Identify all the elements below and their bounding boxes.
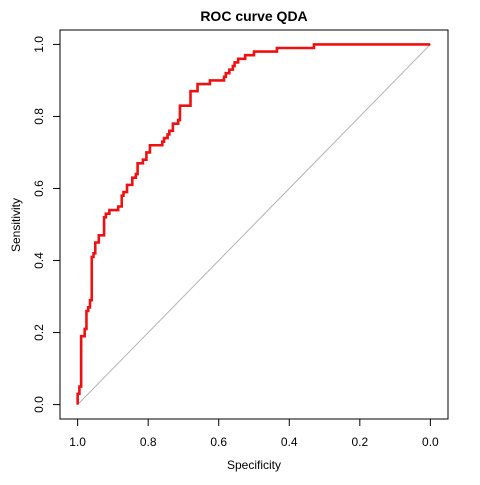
roc-curve-line [76, 43, 431, 405]
y-axis: 0.0 0.2 0.4 0.6 0.8 1.0 [32, 36, 61, 413]
x-tick-label: 1.0 [69, 435, 86, 449]
x-tick-label: 0.8 [140, 435, 157, 449]
x-axis-label: Specificity [227, 458, 281, 472]
x-tick-label: 0.6 [210, 435, 227, 449]
chart-title: ROC curve QDA [200, 8, 307, 24]
reference-diagonal-line [77, 44, 431, 405]
y-axis-label: Sensitivity [9, 198, 23, 252]
y-tick-label: 0.4 [32, 252, 46, 269]
x-axis: 1.0 0.8 0.6 0.4 0.2 0.0 [69, 418, 439, 449]
plot-area [76, 43, 431, 405]
x-tick-label: 0.0 [422, 435, 439, 449]
y-tick-label: 0.8 [32, 108, 46, 125]
y-tick-label: 0.6 [32, 180, 46, 197]
y-tick-label: 0.0 [32, 396, 46, 413]
y-tick-label: 0.2 [32, 324, 46, 341]
y-tick-label: 1.0 [32, 36, 46, 53]
x-tick-label: 0.4 [281, 435, 298, 449]
x-tick-label: 0.2 [351, 435, 368, 449]
